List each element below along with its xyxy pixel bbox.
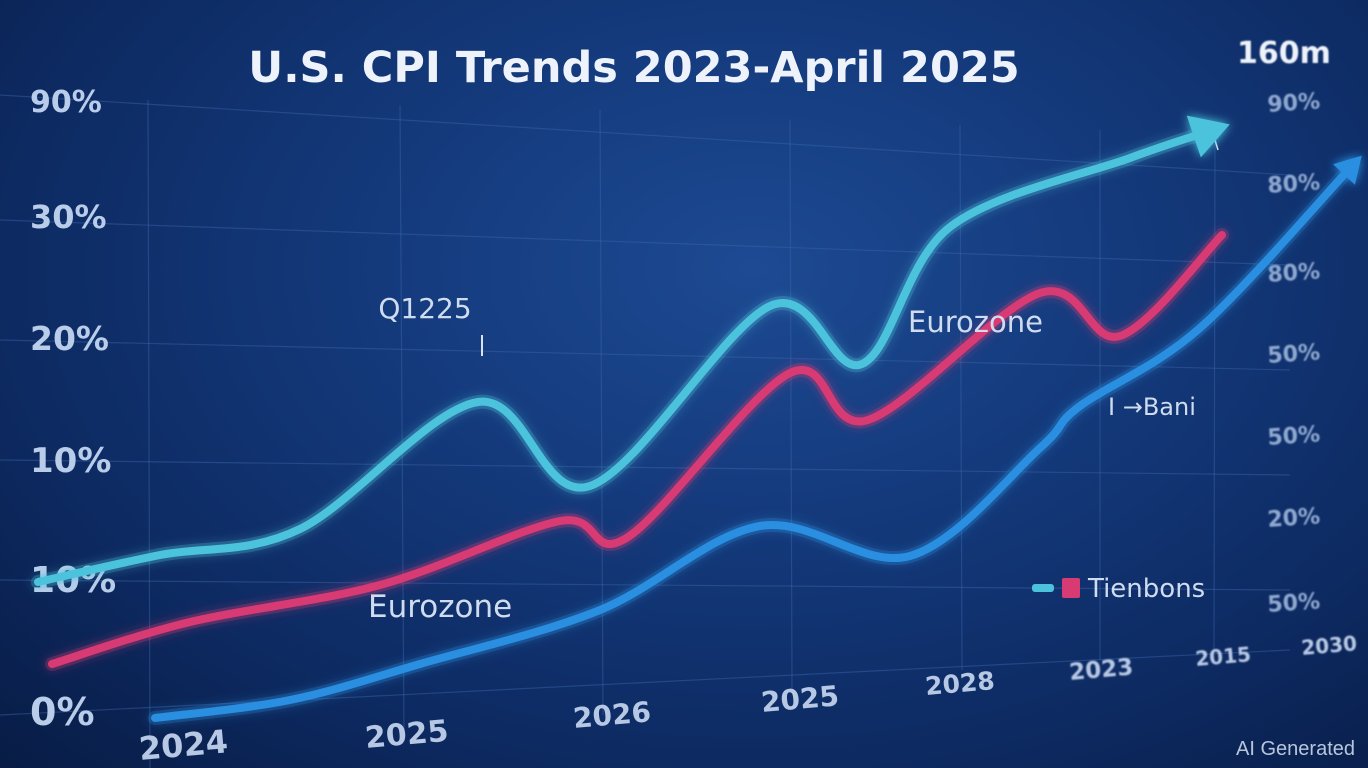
gridline-h [0, 219, 1291, 266]
gridline-v [147, 99, 151, 768]
series-glow-teal [31, 124, 1217, 589]
series-point-teal [477, 401, 479, 403]
series-point-blue [759, 525, 761, 527]
gridline-v [599, 109, 604, 716]
gridline-v [399, 104, 405, 741]
y-right-tick-label: 50% [1267, 422, 1321, 451]
series-line-blue [151, 162, 1356, 722]
series-point-blue [419, 663, 421, 665]
series-layer [31, 115, 1362, 725]
series-point-blue [909, 555, 911, 557]
x-tick-label: 2030 [1300, 631, 1358, 660]
y-right-tick-label: 90% [1267, 89, 1321, 118]
gridline-v [1213, 134, 1216, 651]
top-right-label: 160m [1237, 36, 1331, 71]
gridline-h [0, 94, 1291, 176]
legend-swatch-teal [1032, 584, 1054, 592]
series-point-teal [299, 528, 301, 530]
series-point-teal [589, 485, 591, 487]
annotation-q1: Q1225 [378, 292, 471, 325]
y-left-tick-label: 20% [30, 319, 109, 358]
series-point-pink [1039, 292, 1041, 294]
y-axis-right: 90% 80% 80% 50% 50% 20% 50% [1267, 89, 1321, 618]
x-tick-label: 2024 [137, 722, 229, 768]
x-tick-label: 2023 [1068, 654, 1134, 685]
series-point-blue [289, 699, 291, 701]
series-arrowhead-teal [1186, 115, 1230, 158]
series-point-blue [599, 609, 601, 611]
annotation-eurozone-top: Eurozone [908, 305, 1043, 339]
series-point-pink [1221, 234, 1223, 236]
gridline-h [0, 339, 1291, 371]
series-point-teal [949, 226, 951, 228]
series-arrowhead-blue [1333, 155, 1362, 185]
series-point-pink [627, 536, 629, 538]
series-point-teal [861, 363, 863, 365]
y-left-tick-label: 0% [30, 690, 95, 734]
chart-title: U.S. CPI Trends 2023-April 2025 [248, 43, 1019, 93]
x-axis: 2024 2025 2026 2025 2028 2023 2015 2030 [137, 631, 1358, 768]
series-point-blue [1199, 327, 1201, 329]
series-point-blue [1039, 447, 1041, 449]
series-point-pink [789, 372, 791, 374]
x-tick-label: 2028 [924, 666, 996, 701]
watermark: AI Generated [1236, 738, 1355, 760]
gridline-v [789, 119, 793, 691]
series-point-teal [1129, 157, 1131, 159]
series-point-blue [154, 717, 156, 719]
series-point-pink [867, 419, 869, 421]
series-point-pink [1119, 335, 1121, 337]
series-point-pink [379, 584, 381, 586]
y-axis-left: 90%30%20%10%10%0% [30, 85, 116, 734]
series-line-teal [34, 127, 1214, 586]
y-right-tick-label: 80% [1267, 170, 1321, 199]
series-point-pink [559, 520, 561, 522]
annotation-bani: I →Bani [1108, 393, 1196, 421]
y-right-tick-label: 50% [1267, 340, 1321, 369]
y-left-tick-label: 10% [30, 441, 111, 481]
series-point-blue [1079, 405, 1081, 407]
series-line-pink [48, 231, 1226, 668]
series-point-pink [51, 663, 53, 665]
y-right-tick-label: 20% [1267, 504, 1321, 533]
legend-label: Tienbons [1087, 574, 1205, 604]
x-tick-label: 2025 [364, 714, 450, 756]
x-tick-label: 2015 [1194, 642, 1252, 671]
x-tick-label: 2026 [572, 695, 653, 735]
legend: Tienbons [1032, 574, 1205, 604]
series-point-teal [159, 554, 161, 556]
series-point-teal [769, 305, 771, 307]
x-tick-label: 2025 [760, 679, 841, 719]
series-point-teal [37, 581, 39, 583]
gridline-h [0, 459, 1291, 476]
y-left-tick-label: 90% [30, 85, 102, 120]
series-point-pink [189, 621, 191, 623]
annotation-eurozone-bottom: Eurozone [368, 589, 512, 625]
series-glow-blue [148, 159, 1359, 725]
y-left-tick-label: 30% [30, 198, 107, 236]
y-right-tick-label: 80% [1267, 259, 1321, 288]
legend-swatch-pink [1062, 578, 1080, 598]
gridline-v [959, 124, 963, 671]
pink-series-arrow-tick [1214, 139, 1219, 151]
y-right-tick-label: 50% [1267, 589, 1321, 618]
